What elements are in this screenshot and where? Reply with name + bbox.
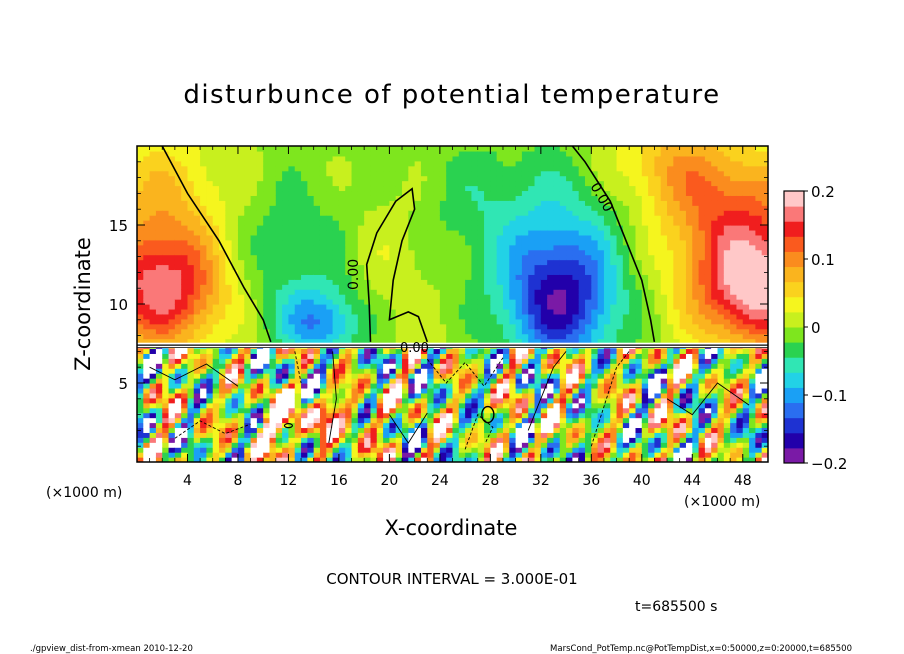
y-tick-label: 10 bbox=[109, 296, 128, 314]
colorbar-swatch bbox=[784, 327, 804, 343]
time-label: t=685500 s bbox=[635, 599, 717, 615]
colorbar-ticks: 0.2 0.1 0 −0.1 −0.2 bbox=[804, 183, 847, 473]
y-axis-label: Z-coordinate bbox=[71, 237, 95, 371]
y-tick-label: 15 bbox=[109, 217, 128, 235]
colorbar-swatch bbox=[784, 417, 804, 434]
x-tick-label: 24 bbox=[431, 473, 449, 489]
colorbar-swatch bbox=[784, 357, 804, 373]
x-tick-label: 28 bbox=[481, 473, 499, 489]
colorbar-swatch bbox=[784, 402, 804, 419]
x-tick-label: 36 bbox=[582, 473, 600, 489]
colorbar-swatch bbox=[784, 372, 804, 388]
colorbar-swatch bbox=[784, 266, 804, 283]
x-axis-label: X-coordinate bbox=[385, 516, 518, 540]
x-tick-label: 44 bbox=[683, 473, 701, 489]
colorbar-swatch bbox=[784, 206, 804, 222]
x-tick-label: 32 bbox=[532, 473, 550, 489]
y-tick-label: 5 bbox=[118, 375, 128, 393]
colorbar-swatch bbox=[784, 296, 804, 313]
colorbar-swatch bbox=[784, 432, 804, 449]
contour-label: 0.00 bbox=[400, 341, 429, 356]
chart-title: disturbunce of potential temperature bbox=[183, 80, 720, 110]
x-tick-label: 48 bbox=[734, 473, 752, 489]
colorbar-tick-label: 0.1 bbox=[811, 251, 835, 269]
contour-interval-text: CONTOUR INTERVAL = 3.000E-01 bbox=[326, 570, 577, 588]
colorbar-swatch bbox=[784, 221, 804, 237]
x-unit-label: (×1000 m) bbox=[684, 494, 760, 510]
colorbar-tick-label: −0.2 bbox=[811, 455, 847, 473]
colorbar-swatch bbox=[784, 387, 804, 404]
y-unit-label: (×1000 m) bbox=[46, 485, 122, 501]
x-tick-label: 40 bbox=[633, 473, 651, 489]
heatmap-field bbox=[137, 146, 768, 462]
colorbar-swatch bbox=[784, 447, 804, 464]
x-tick-label: 4 bbox=[183, 473, 192, 489]
footer-right: MarsCond_PotTemp.nc@PotTempDist,x=0:5000… bbox=[550, 644, 852, 654]
x-tick-label: 8 bbox=[233, 473, 242, 489]
contour-label: 0.00 bbox=[346, 259, 362, 290]
colorbar-tick-label: −0.1 bbox=[811, 387, 847, 405]
colorbar bbox=[784, 191, 804, 464]
x-tick-label: 12 bbox=[280, 473, 298, 489]
colorbar-swatch bbox=[784, 311, 804, 328]
x-axis: 4 8 12 16 20 24 28 32 36 40 44 48 bbox=[149, 146, 769, 489]
y-axis: 5 10 15 bbox=[109, 161, 768, 447]
colorbar-swatch bbox=[784, 251, 804, 268]
colorbar-swatch bbox=[784, 236, 804, 252]
x-tick-label: 16 bbox=[330, 473, 348, 489]
colorbar-swatch bbox=[784, 281, 804, 298]
colorbar-tick-label: 0 bbox=[811, 319, 821, 337]
colorbar-swatch bbox=[784, 191, 804, 207]
colorbar-tick-label: 0.2 bbox=[811, 183, 835, 201]
footer-left: ./gpview_dist-from-xmean 2010-12-20 bbox=[30, 644, 193, 654]
x-tick-label: 20 bbox=[380, 473, 398, 489]
colorbar-swatch bbox=[784, 342, 804, 358]
